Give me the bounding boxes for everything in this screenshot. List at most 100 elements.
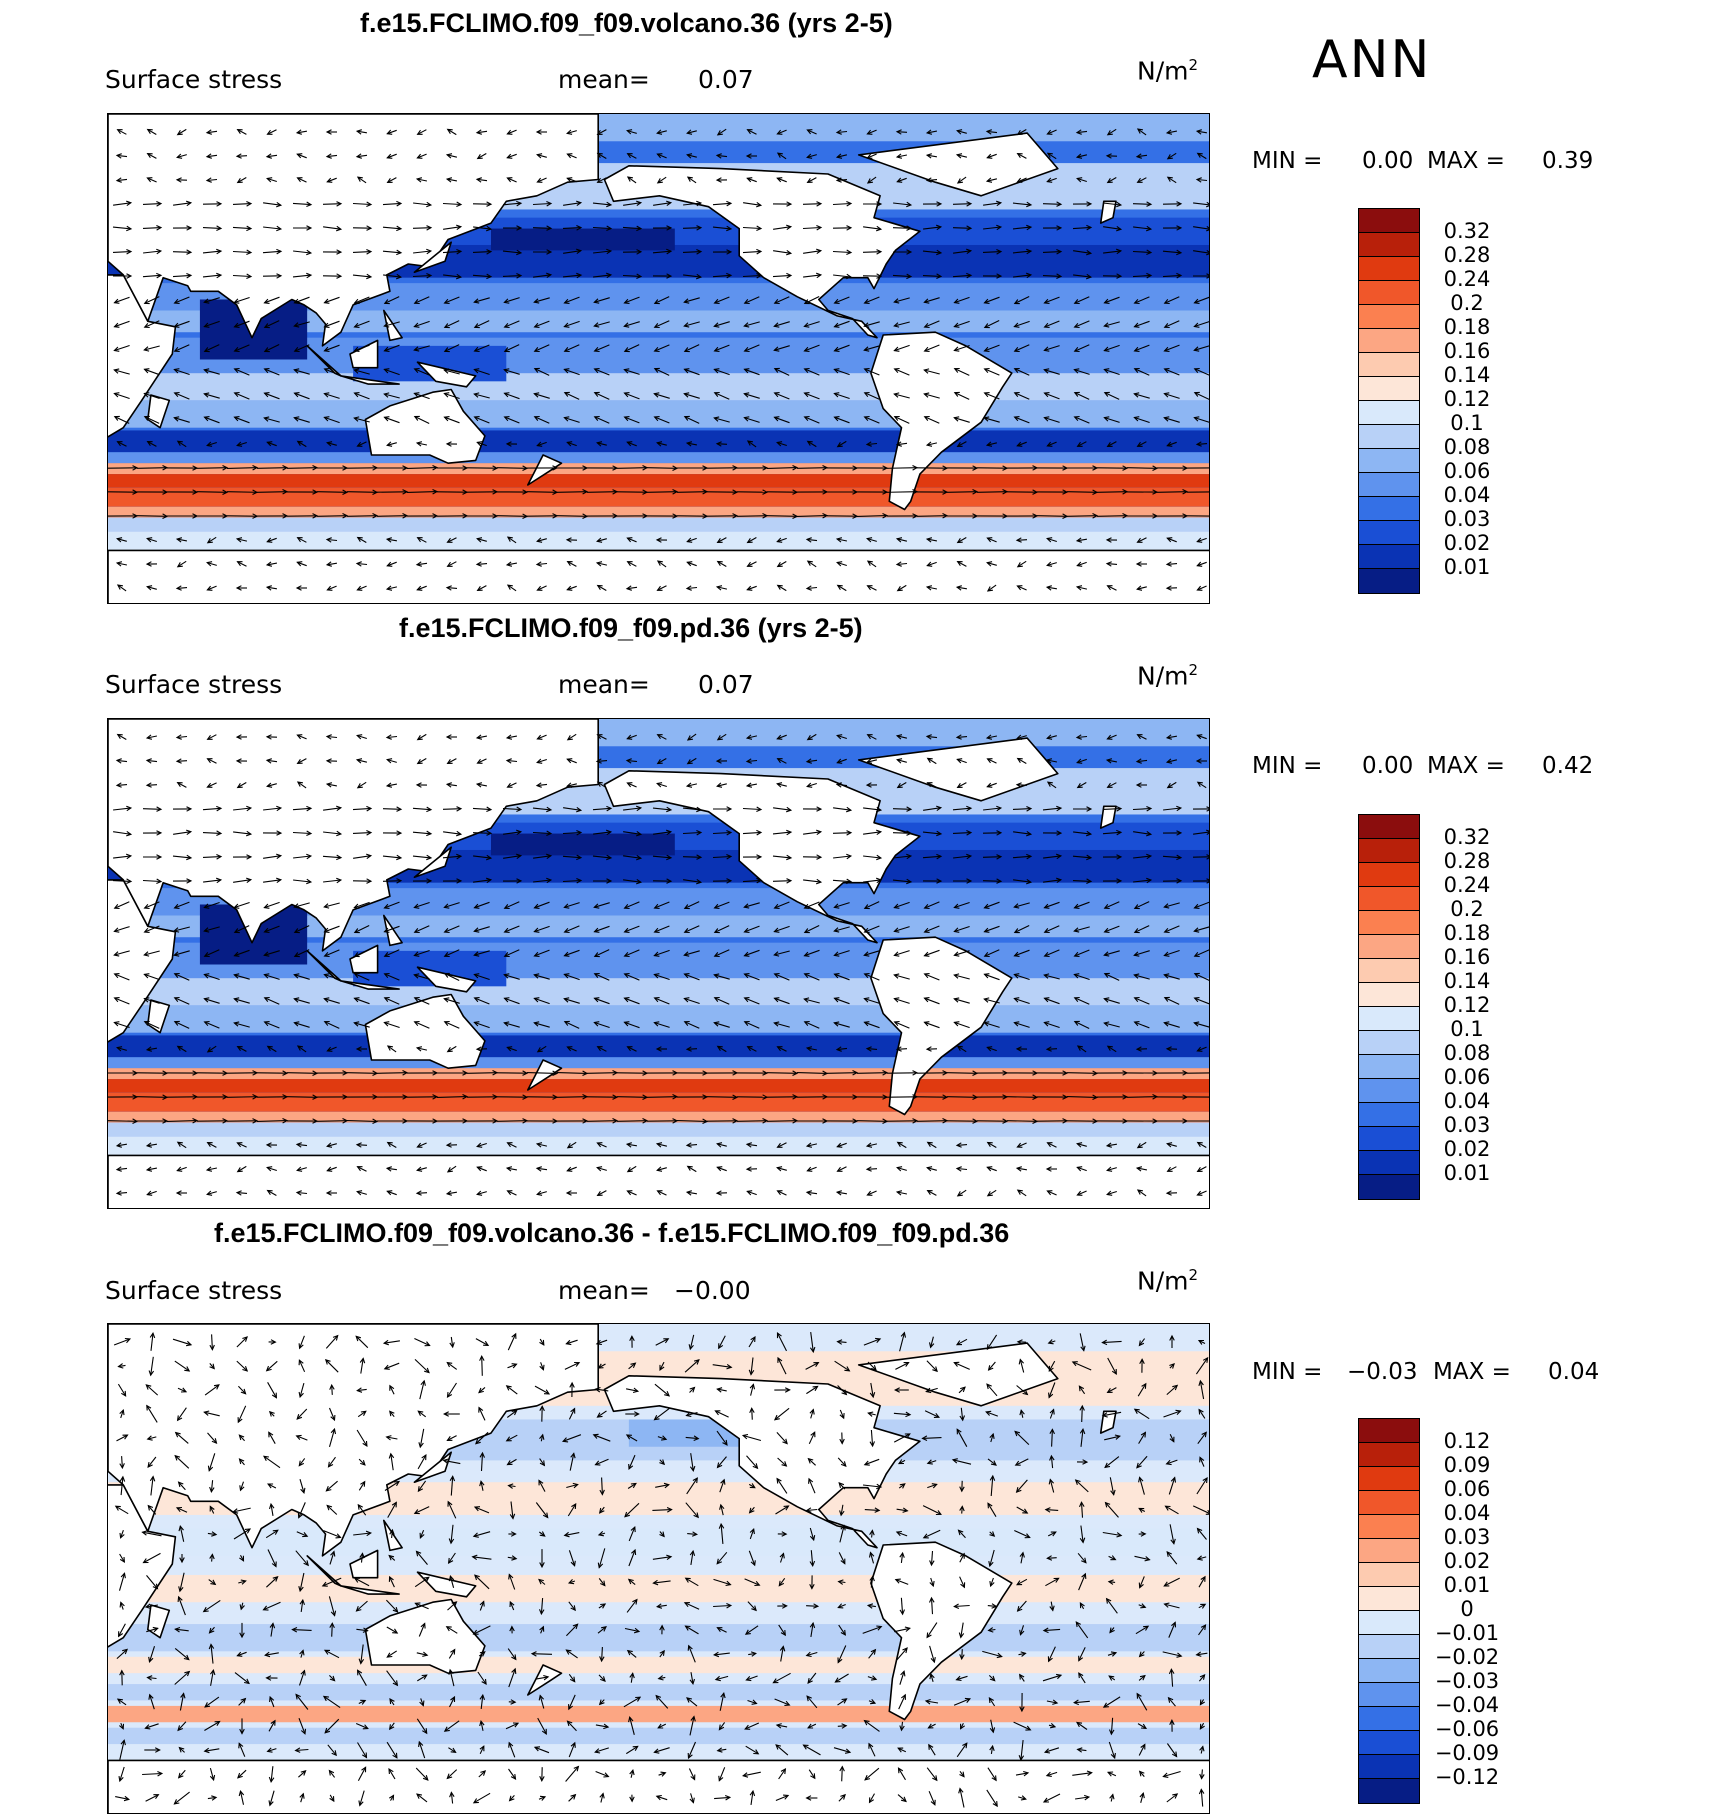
colorbar-tick-label: −0.02 [1434, 1645, 1500, 1669]
panel-1-min-label: MIN = [1252, 148, 1323, 174]
colorbar-swatch [1359, 257, 1419, 281]
colorbar-tick-label: 0.1 [1450, 411, 1484, 435]
colorbar-tick-label: 0.09 [1443, 1453, 1491, 1477]
colorbar-tick-label: 0.06 [1443, 459, 1491, 483]
colorbar-tick-label: 0 [1460, 1597, 1474, 1621]
colorbar-swatch [1359, 911, 1419, 935]
colorbar-swatch [1359, 425, 1419, 449]
panel-2-map [107, 718, 1210, 1209]
colorbar-tick-label: 0.06 [1443, 1065, 1491, 1089]
colorbar-swatch [1359, 353, 1419, 377]
colorbar-tick-label: 0.16 [1443, 945, 1491, 969]
colorbar-swatch [1359, 1611, 1419, 1635]
colorbar-tick-label: 0.18 [1443, 921, 1491, 945]
panel-3-mean-value: −0.00 [674, 1276, 751, 1305]
colorbar-swatch [1359, 1491, 1419, 1515]
colorbar-tick-label: 0.24 [1443, 267, 1491, 291]
panel-3-max-label: MAX = [1433, 1359, 1511, 1385]
colorbar-tick-label: −0.09 [1434, 1741, 1500, 1765]
panel-2-units: N/m2 [1137, 661, 1199, 691]
colorbar-tick-label: 0.2 [1450, 897, 1484, 921]
colorbar-tick-label: 0.28 [1443, 849, 1491, 873]
colorbar-tick-label: 0.04 [1443, 1089, 1491, 1113]
colorbar-swatch [1359, 569, 1419, 593]
colorbar-swatch [1359, 305, 1419, 329]
panel-1-min-value: 0.00 [1362, 148, 1414, 174]
colorbar-swatch [1359, 1079, 1419, 1103]
colorbar-tick-label: 0.12 [1443, 387, 1491, 411]
panel-2-mean-value: 0.07 [698, 670, 754, 699]
colorbar-swatch [1359, 815, 1419, 839]
colorbar-tick-label: 0.08 [1443, 1041, 1491, 1065]
panel-2-mean-label: mean= [558, 670, 650, 699]
panel-3-min-label: MIN = [1252, 1359, 1323, 1385]
colorbar-swatch [1359, 983, 1419, 1007]
season-label: ANN [1312, 30, 1432, 90]
panel-3-units: N/m2 [1137, 1266, 1199, 1296]
colorbar-swatch [1359, 887, 1419, 911]
colorbar-tick-label: 0.03 [1443, 1113, 1491, 1137]
colorbar-tick-label: 0.01 [1443, 1573, 1491, 1597]
colorbar-swatch [1359, 449, 1419, 473]
colorbar-swatch [1359, 1731, 1419, 1755]
colorbar-tick-label: 0.14 [1443, 363, 1491, 387]
colorbar-tick-label: 0.01 [1443, 555, 1491, 579]
colorbar-swatch [1359, 1419, 1419, 1443]
colorbar-swatch [1359, 1683, 1419, 1707]
colorbar-swatch [1359, 1635, 1419, 1659]
colorbar-tick-label: 0.16 [1443, 339, 1491, 363]
colorbar-swatch [1359, 401, 1419, 425]
colorbar-swatch [1359, 521, 1419, 545]
colorbar-swatch [1359, 1755, 1419, 1779]
colorbar-swatch [1359, 863, 1419, 887]
panel-1-variable: Surface stress [105, 65, 283, 94]
panel-2-title: f.e15.FCLIMO.f09_f09.pd.36 (yrs 2-5) [399, 613, 863, 643]
colorbar-swatch [1359, 959, 1419, 983]
panel-2-max-value: 0.42 [1542, 753, 1594, 779]
colorbar-swatch [1359, 377, 1419, 401]
colorbar-tick-label: 0.2 [1450, 291, 1484, 315]
colorbar-swatch [1359, 935, 1419, 959]
colorbar-swatch [1359, 1055, 1419, 1079]
colorbar-swatch [1359, 1031, 1419, 1055]
colorbar-swatch [1359, 209, 1419, 233]
colorbar-tick-label: 0.12 [1443, 1429, 1491, 1453]
panel-3-max-value: 0.04 [1548, 1359, 1600, 1385]
colorbar-tick-label: 0.18 [1443, 315, 1491, 339]
panel-1-mean-label: mean= [558, 65, 650, 94]
colorbar-tick-label: 0.28 [1443, 243, 1491, 267]
colorbar-tick-label: 0.32 [1443, 219, 1491, 243]
colorbar-swatch [1359, 1779, 1419, 1803]
panel-1-mean-value: 0.07 [698, 65, 754, 94]
colorbar-swatch [1359, 1587, 1419, 1611]
panel-3-min-value: −0.03 [1347, 1359, 1418, 1385]
colorbar-swatch [1359, 1175, 1419, 1199]
colorbar-tick-label: −0.03 [1434, 1669, 1500, 1693]
colorbar-swatch [1359, 1539, 1419, 1563]
colorbar-swatch [1359, 1127, 1419, 1151]
colorbar-tick-label: 0.24 [1443, 873, 1491, 897]
colorbar-swatch [1359, 1467, 1419, 1491]
colorbar-tick-label: 0.14 [1443, 969, 1491, 993]
panel-1-units: N/m2 [1137, 56, 1199, 86]
panel-2-variable: Surface stress [105, 670, 283, 699]
panel-2-min-value: 0.00 [1362, 753, 1414, 779]
colorbar-tick-label: 0.01 [1443, 1161, 1491, 1185]
colorbar-tick-label: 0.02 [1443, 1549, 1491, 1573]
colorbar-tick-label: 0.04 [1443, 1501, 1491, 1525]
colorbar-tick-label: 0.08 [1443, 435, 1491, 459]
colorbar-swatches [1358, 814, 1420, 1200]
colorbar-swatch [1359, 1563, 1419, 1587]
colorbar-swatch [1359, 497, 1419, 521]
colorbar-swatch [1359, 545, 1419, 569]
colorbar-swatch [1359, 1443, 1419, 1467]
colorbar-tick-label: 0.06 [1443, 1477, 1491, 1501]
colorbar-tick-label: 0.02 [1443, 1137, 1491, 1161]
colorbar-tick-label: 0.32 [1443, 825, 1491, 849]
colorbar-tick-label: −0.06 [1434, 1717, 1500, 1741]
colorbar-swatch [1359, 1515, 1419, 1539]
colorbar-swatch [1359, 329, 1419, 353]
panel-3-variable: Surface stress [105, 1276, 283, 1305]
colorbar-swatch [1359, 1151, 1419, 1175]
colorbar-tick-label: 0.03 [1443, 507, 1491, 531]
